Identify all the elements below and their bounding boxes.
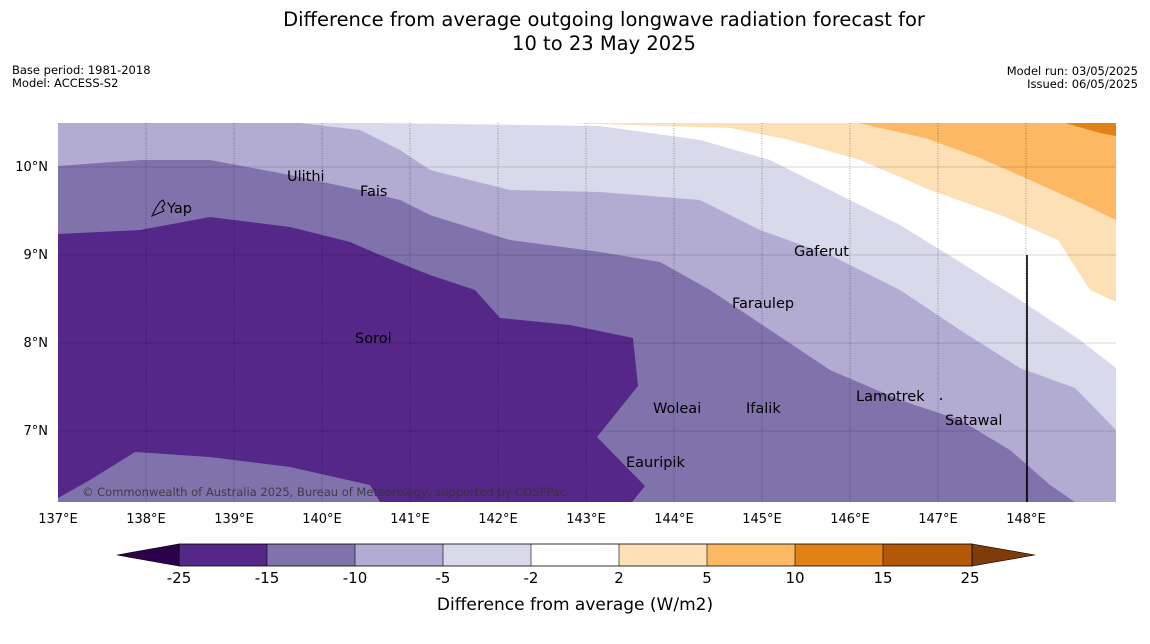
colorbar-segment bbox=[619, 544, 707, 566]
colorbar-segment bbox=[355, 544, 443, 566]
meta-left: Base period: 1981-2018 Model: ACCESS-S2 bbox=[12, 64, 151, 90]
lon-tick: 146°E bbox=[830, 512, 870, 527]
colorbar-segment bbox=[267, 544, 355, 566]
colorbar-segment bbox=[795, 544, 883, 566]
lat-tick: 10°N bbox=[15, 160, 48, 175]
base-period: Base period: 1981-2018 bbox=[12, 63, 151, 77]
lon-tick: 143°E bbox=[566, 512, 606, 527]
colorbar-label: -2 bbox=[524, 569, 539, 587]
lon-tick: 147°E bbox=[918, 512, 958, 527]
longitude-gridlines bbox=[145, 123, 1027, 502]
colorbar-over-arrow bbox=[971, 543, 1036, 567]
lon-tick: 139°E bbox=[214, 512, 254, 527]
meta-right: Model run: 03/05/2025 Issued: 06/05/2025 bbox=[1007, 65, 1138, 91]
band-5-10 bbox=[858, 123, 1116, 220]
colorbar-label: 25 bbox=[960, 569, 979, 587]
place-label-woleai: Woleai bbox=[653, 401, 701, 417]
lon-tick: 138°E bbox=[126, 512, 166, 527]
colorbar-label: -5 bbox=[436, 569, 451, 587]
copyright-notice: © Commonwealth of Australia 2025, Bureau… bbox=[82, 485, 566, 499]
place-label-satawal: Satawal bbox=[945, 413, 1002, 429]
lat-tick: 9°N bbox=[24, 248, 49, 263]
colorbar-segment bbox=[531, 544, 619, 566]
lon-tick: 142°E bbox=[478, 512, 518, 527]
longitude-tick-labels: 137°E 138°E 139°E 140°E 141°E 142°E 143°… bbox=[38, 512, 1046, 527]
place-label-gaferut: Gaferut bbox=[794, 244, 849, 260]
colorbar-title: Difference from average (W/m2) bbox=[437, 595, 713, 615]
title-line-1: Difference from average outgoing longwav… bbox=[283, 8, 925, 31]
lon-tick: 141°E bbox=[390, 512, 430, 527]
colorbar-label: 15 bbox=[873, 569, 892, 587]
place-label-eauripik: Eauripik bbox=[626, 455, 685, 471]
colorbar: -25 -15 -10 -5 -2 2 5 10 15 25 Differenc… bbox=[116, 543, 1036, 615]
colorbar-label: 2 bbox=[614, 569, 624, 587]
colorbar-segment bbox=[179, 544, 267, 566]
map-title: Difference from average outgoing longwav… bbox=[0, 8, 1150, 56]
title-line-2: 10 to 23 May 2025 bbox=[512, 32, 696, 55]
place-label-ulithi: Ulithi bbox=[287, 169, 325, 185]
lon-tick: 140°E bbox=[302, 512, 342, 527]
lon-tick: 144°E bbox=[654, 512, 694, 527]
colorbar-label: -15 bbox=[255, 569, 280, 587]
lat-tick: 7°N bbox=[24, 424, 49, 439]
model-run: Model run: 03/05/2025 bbox=[1006, 64, 1138, 78]
lat-tick: 8°N bbox=[24, 336, 49, 351]
colorbar-under-arrow bbox=[116, 543, 180, 567]
lon-tick: 137°E bbox=[38, 512, 78, 527]
place-label-fais: Fais bbox=[360, 184, 387, 200]
colorbar-frame bbox=[178, 543, 973, 567]
colorbar-segment bbox=[883, 544, 972, 566]
islet-dot-icon bbox=[940, 398, 942, 400]
colorbar-segment bbox=[707, 544, 795, 566]
place-label-sorol: Sorol bbox=[355, 331, 392, 347]
latitude-tick-labels: 10°N 9°N 8°N 7°N bbox=[15, 160, 48, 439]
colorbar-label: 10 bbox=[785, 569, 804, 587]
latitude-gridlines bbox=[58, 166, 1116, 432]
place-label-faraulep: Faraulep bbox=[732, 296, 794, 312]
colorbar-segment bbox=[443, 544, 531, 566]
colorbar-label: 5 bbox=[702, 569, 712, 587]
colorbar-label: -25 bbox=[167, 569, 192, 587]
issued-date: Issued: 06/05/2025 bbox=[1027, 77, 1138, 91]
band-10-15 bbox=[1065, 123, 1116, 136]
band-2-5 bbox=[565, 123, 1116, 302]
colorbar-label: -10 bbox=[343, 569, 368, 587]
place-label-ifalik: Ifalik bbox=[746, 401, 781, 417]
place-label-yap: Yap bbox=[166, 201, 192, 217]
lon-tick: 145°E bbox=[742, 512, 782, 527]
lon-tick: 148°E bbox=[1006, 512, 1046, 527]
anomaly-map: Yap Ulithi Fais Gaferut Faraulep Sorol L… bbox=[58, 123, 1116, 502]
yap-island-icon bbox=[150, 199, 166, 217]
model-name: Model: ACCESS-S2 bbox=[12, 76, 119, 90]
place-label-lamotrek: Lamotrek bbox=[856, 389, 925, 405]
